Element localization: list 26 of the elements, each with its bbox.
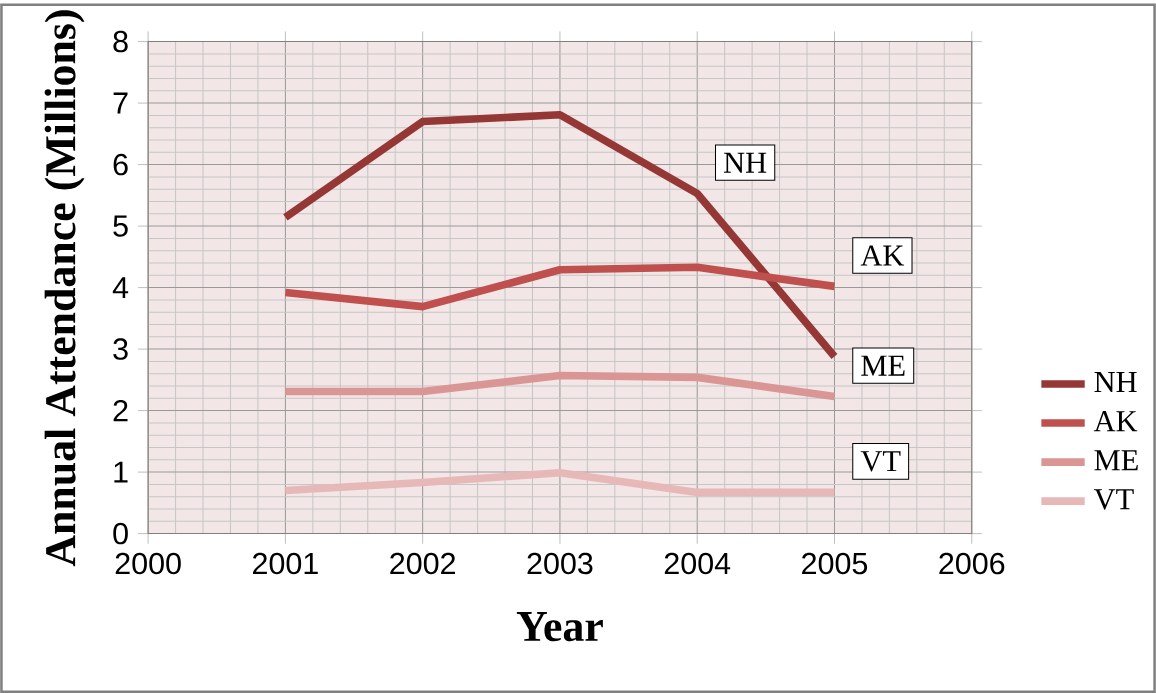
annotation: AK — [860, 245, 905, 266]
x-tick-label: 2005 — [802, 552, 868, 575]
y-tick-label: 6 — [113, 153, 128, 176]
x-tick-label: 2001 — [253, 552, 318, 575]
x-axis-title: Year — [516, 611, 603, 642]
annotation: ME — [861, 355, 905, 376]
annotation: NH — [723, 152, 767, 173]
y-axis-title: Annual Attendance (Millions) — [44, 10, 85, 567]
legend-label: NH — [1094, 371, 1137, 392]
x-tick-label: 2000 — [115, 552, 181, 575]
y-tick-label: 4 — [112, 276, 129, 298]
legend-label: ME — [1094, 450, 1138, 471]
y-tick-label: 3 — [113, 338, 128, 360]
annotation: VT — [860, 451, 901, 472]
y-tick-label: 8 — [113, 30, 128, 53]
legend-label: VT — [1093, 489, 1134, 510]
x-tick-label: 2003 — [527, 552, 593, 575]
x-tick-label: 2006 — [939, 552, 1005, 575]
y-tick-label: 1 — [114, 461, 128, 483]
x-tick-label: 2002 — [390, 552, 456, 575]
y-tick-label: 7 — [113, 92, 128, 114]
legend-label: AK — [1093, 410, 1138, 432]
y-tick-label: 2 — [113, 399, 128, 422]
x-tick-label: 2004 — [664, 552, 731, 575]
y-tick-label: 5 — [113, 215, 128, 237]
y-tick-label: 0 — [113, 522, 128, 545]
